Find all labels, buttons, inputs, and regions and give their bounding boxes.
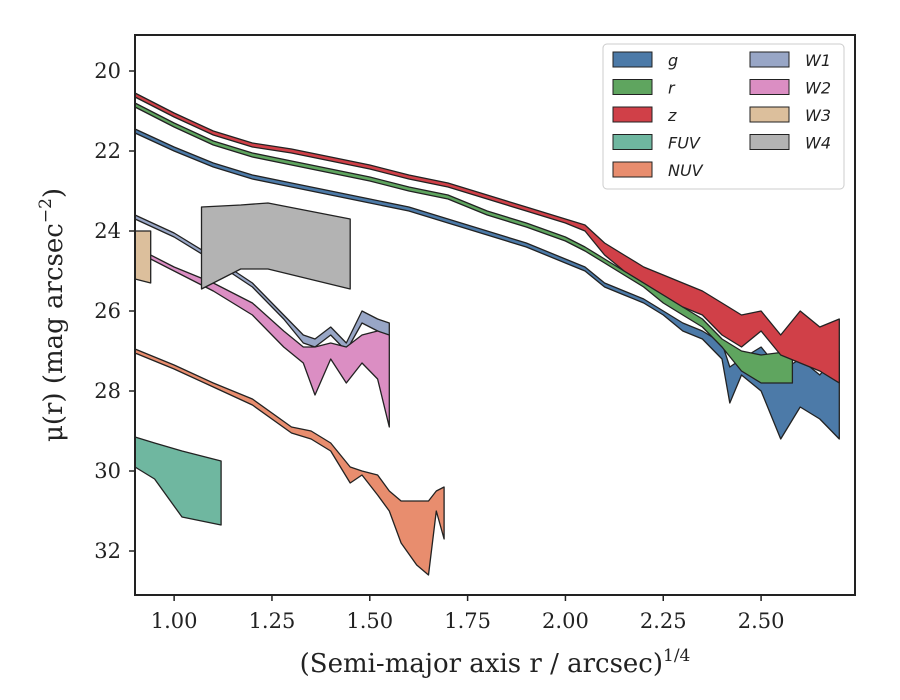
legend-swatch — [749, 106, 790, 123]
x-tick-label: 2.50 — [738, 609, 785, 633]
series-band-z — [134, 92, 840, 384]
series-band-r — [134, 102, 794, 384]
x-tick-label: 1.50 — [346, 609, 393, 633]
x-tick-label: 1.25 — [249, 609, 296, 633]
legend-entry-w3: W3 — [749, 106, 831, 125]
series-band-w2 — [134, 246, 390, 428]
legend-entry-nuv: NUV — [612, 161, 704, 180]
x-tick-label: 2.00 — [542, 609, 589, 633]
series-band-fuv — [134, 436, 222, 526]
y-tick-label: 20 — [94, 59, 121, 83]
series-band-w4 — [200, 202, 351, 290]
x-axis-label: (Semi-major axis r / arcsec)1/4 — [300, 646, 691, 679]
y-tick-label: 26 — [94, 299, 121, 323]
legend: grz FUV NUV W1 W2 W3 W4 — [602, 43, 845, 190]
legend-swatch — [612, 79, 653, 95]
y-tick-label: 28 — [94, 379, 121, 403]
legend-label: W2 — [805, 79, 831, 98]
x-tick-label: 2.25 — [640, 609, 687, 633]
y-tick-label: 24 — [94, 219, 121, 243]
y-tick-label: 32 — [94, 539, 121, 563]
ticks-layer: 1.00 1.25 1.50 1.75 2.00 2.25 2.50 20 22 24 26 28 30… — [94, 59, 784, 633]
x-tick-label: 1.75 — [444, 609, 491, 633]
legend-label: r — [668, 79, 676, 98]
legend-swatch — [612, 134, 653, 150]
legend-swatch — [749, 79, 790, 95]
series-band-nuv — [134, 348, 445, 576]
legend-entry-g: g — [612, 51, 678, 70]
legend-entry-w1: W1 — [749, 51, 831, 70]
series-band-g — [134, 128, 840, 440]
plot-frame — [134, 34, 856, 596]
legend-entry-r: r — [612, 79, 676, 98]
y-tick-label: 22 — [94, 139, 121, 163]
legend-label: W4 — [805, 134, 831, 153]
series-layer — [134, 92, 840, 576]
legend-swatch — [612, 51, 653, 68]
legend-swatch — [749, 134, 790, 150]
legend-label: z — [667, 106, 677, 125]
legend-label: W3 — [805, 106, 831, 125]
legend-entry-fuv: FUV — [612, 134, 701, 153]
legend-swatch — [612, 106, 653, 123]
legend-label: g — [668, 51, 678, 70]
series-band-w3 — [134, 230, 152, 284]
legend-label: NUV — [668, 161, 704, 180]
legend-entry-w4: W4 — [749, 134, 831, 153]
x-tick-label: 1.00 — [151, 609, 198, 633]
legend-entry-z: z — [612, 106, 677, 125]
legend-label: W1 — [805, 51, 831, 70]
legend-swatch — [612, 161, 653, 178]
legend-label: FUV — [668, 134, 701, 153]
legend-swatch — [749, 51, 790, 68]
y-axis-label: μ(r) (mag arcsec−2) — [36, 188, 69, 442]
legend-entry-w2: W2 — [749, 79, 831, 98]
y-tick-label: 30 — [94, 459, 121, 483]
